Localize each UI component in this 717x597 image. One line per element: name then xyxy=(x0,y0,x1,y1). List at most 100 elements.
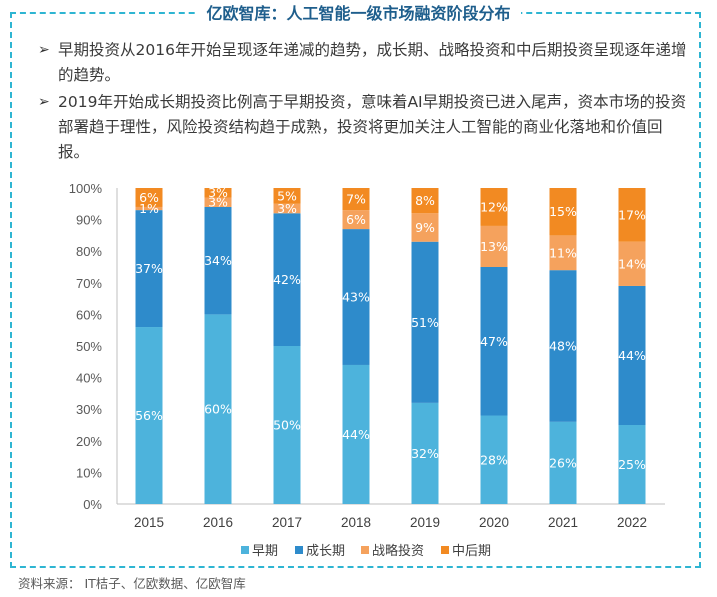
bar-segment xyxy=(480,225,508,267)
arrow-bullet-icon: ➢ xyxy=(38,42,50,58)
data-label: 5% xyxy=(277,188,297,203)
data-label: 12% xyxy=(480,199,508,214)
x-tick-label: 2015 xyxy=(134,515,164,530)
data-label: 3% xyxy=(208,195,228,210)
legend-label: 战略投资 xyxy=(372,543,424,559)
bar-segment xyxy=(273,346,301,504)
bar-segment xyxy=(273,203,301,214)
bar-segment xyxy=(411,213,439,242)
bar-segment xyxy=(618,188,646,242)
legend-swatch xyxy=(361,546,369,554)
data-label: 28% xyxy=(480,452,508,467)
bar-segment xyxy=(204,314,232,504)
y-tick-label: 20% xyxy=(76,434,102,449)
data-label: 9% xyxy=(415,220,435,235)
data-label: 42% xyxy=(273,272,301,287)
data-label: 7% xyxy=(346,192,366,207)
bar-segment xyxy=(342,364,370,504)
y-tick-label: 90% xyxy=(76,213,102,228)
bullet-item: ➢ 2019年开始成长期投资比例高于早期投资，意味着AI早期投资已进入尾声，资本… xyxy=(38,90,693,165)
source-note: 资料来源： IT桔子、亿欧数据、亿欧智库 xyxy=(18,576,246,591)
bar-segment xyxy=(411,241,439,403)
data-label: 15% xyxy=(549,204,577,219)
data-label: 50% xyxy=(273,418,301,433)
bar-segment xyxy=(342,210,370,230)
y-tick-label: 50% xyxy=(76,339,102,354)
data-label: 44% xyxy=(618,348,646,363)
bullet-text: 早期投资从2016年开始呈现逐年递减的趋势，成长期、战略投资和中后期投资呈现逐年… xyxy=(58,41,687,84)
bar-segment xyxy=(618,425,646,504)
x-tick-label: 2020 xyxy=(479,515,509,530)
x-tick-label: 2019 xyxy=(410,515,440,530)
y-tick-label: 0% xyxy=(83,497,102,512)
x-tick-label: 2021 xyxy=(548,515,578,530)
legend-label: 成长期 xyxy=(306,544,345,559)
bar-segment xyxy=(480,188,508,226)
bar-segment xyxy=(480,415,508,504)
bullet-item: ➢ 早期投资从2016年开始呈现逐年递减的趋势，成长期、战略投资和中后期投资呈现… xyxy=(38,38,693,88)
bullet-list: ➢ 早期投资从2016年开始呈现逐年递减的趋势，成长期、战略投资和中后期投资呈现… xyxy=(38,38,693,167)
bar-segment xyxy=(273,213,301,346)
x-tick-label: 2018 xyxy=(341,515,371,530)
data-label: 14% xyxy=(618,256,646,271)
x-tick-label: 2016 xyxy=(203,515,233,530)
data-label: 6% xyxy=(346,212,366,227)
y-tick-label: 70% xyxy=(76,276,102,291)
data-label: 32% xyxy=(411,446,439,461)
bar-segment xyxy=(549,421,577,504)
y-tick-label: 60% xyxy=(76,307,102,322)
bar-segment xyxy=(204,206,232,315)
bar-segment xyxy=(342,188,370,211)
data-label: 37% xyxy=(135,261,163,276)
stacked-bar-chart: 0% 10% 20% 30% 40% 50% 60% 70% 80% 90% 100% 56% 37% 1… xyxy=(69,181,665,559)
data-label: 25% xyxy=(618,457,646,472)
data-label: 26% xyxy=(549,455,577,470)
bar-segment xyxy=(273,188,301,204)
data-label: 34% xyxy=(204,253,232,268)
bar-segment xyxy=(618,241,646,286)
data-label: 8% xyxy=(415,193,435,208)
bar-segment xyxy=(135,210,163,328)
x-tick-label: 2022 xyxy=(617,515,647,530)
data-label: 51% xyxy=(411,315,439,330)
x-tick-label: 2017 xyxy=(272,515,302,530)
data-label: 48% xyxy=(549,339,577,354)
bar-segment xyxy=(204,197,232,207)
legend-swatch xyxy=(295,546,303,554)
legend-swatch xyxy=(241,546,249,554)
y-tick-label: 10% xyxy=(76,465,102,480)
legend-label: 早期 xyxy=(252,544,278,559)
data-label: 60% xyxy=(204,402,232,417)
bar-segment xyxy=(342,229,370,365)
y-tick-label: 100% xyxy=(69,181,103,196)
data-label: 44% xyxy=(342,427,370,442)
data-label: 13% xyxy=(480,239,508,254)
data-label: 17% xyxy=(618,207,646,222)
bar-segment xyxy=(549,235,577,271)
y-tick-label: 80% xyxy=(76,244,102,259)
data-label: 3% xyxy=(208,185,228,200)
data-label: 11% xyxy=(549,245,577,260)
bar-segment xyxy=(135,327,163,504)
bar-segment xyxy=(411,188,439,214)
y-tick-label: 30% xyxy=(76,402,102,417)
data-label: 1% xyxy=(139,201,159,216)
page-title: 亿欧智库：人工智能一级市场融资阶段分布 xyxy=(0,0,717,24)
legend-swatch xyxy=(441,546,449,554)
data-label: 6% xyxy=(139,190,159,205)
arrow-bullet-icon: ➢ xyxy=(38,94,50,110)
data-label: 56% xyxy=(135,408,163,423)
bullet-text: 2019年开始成长期投资比例高于早期投资，意味着AI早期投资已进入尾声，资本市场… xyxy=(58,93,687,161)
bar-segment xyxy=(135,188,163,207)
bar-segment xyxy=(135,206,163,211)
bar-segment xyxy=(204,188,232,198)
data-label: 43% xyxy=(342,290,370,305)
y-tick-label: 40% xyxy=(76,371,102,386)
data-label: 3% xyxy=(277,201,297,216)
bar-segment xyxy=(549,188,577,236)
bar-segment xyxy=(549,270,577,422)
bar-segment xyxy=(480,267,508,416)
data-label: 47% xyxy=(480,334,508,349)
bar-segment xyxy=(411,402,439,504)
bar-segment xyxy=(618,285,646,425)
